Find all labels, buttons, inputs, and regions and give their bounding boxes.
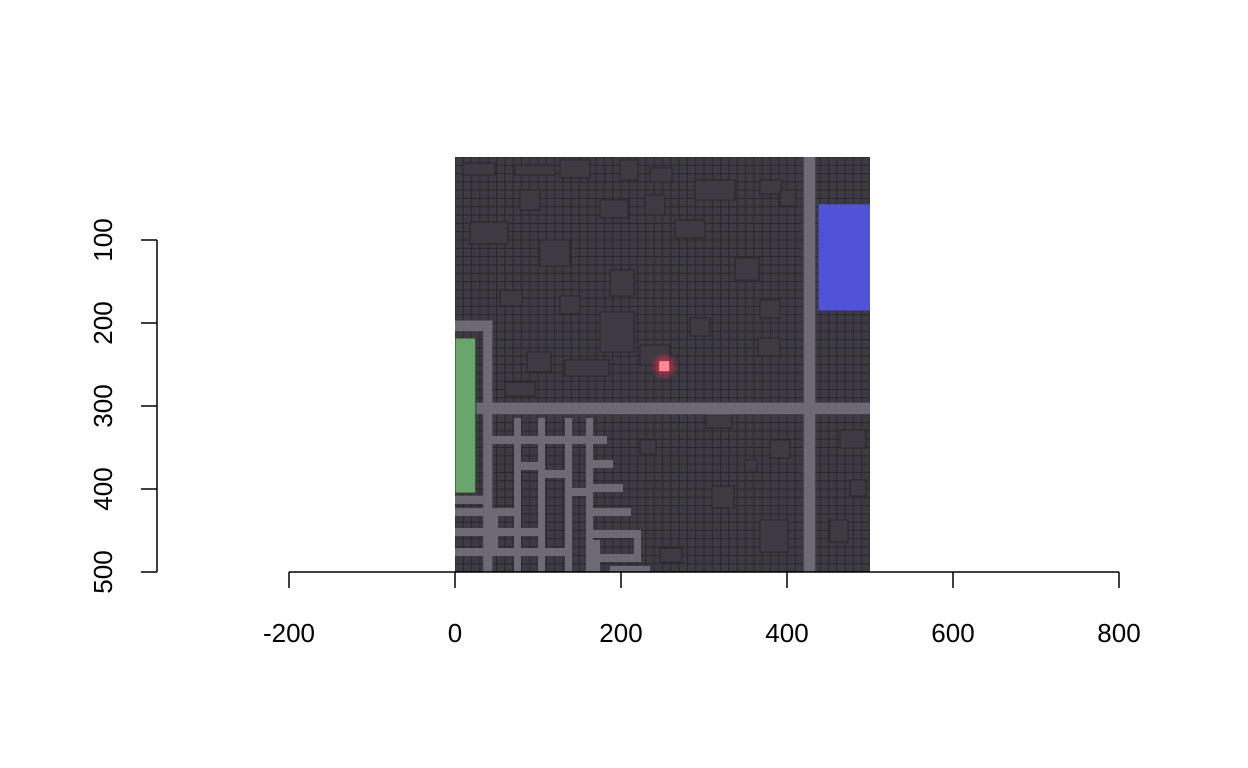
corridor bbox=[455, 548, 514, 556]
map-block bbox=[644, 194, 666, 216]
map-block bbox=[469, 221, 509, 245]
corridor bbox=[521, 528, 538, 536]
map-block bbox=[829, 519, 849, 543]
corridor bbox=[455, 508, 514, 516]
y-axis: 100 200 300 400 500 bbox=[88, 218, 158, 594]
y-tick-label: 100 bbox=[88, 218, 118, 261]
map-block bbox=[526, 351, 552, 373]
map-block bbox=[599, 199, 629, 219]
map-block bbox=[559, 159, 591, 179]
corridor bbox=[565, 418, 572, 572]
map-block bbox=[659, 547, 683, 563]
map-block bbox=[514, 164, 556, 176]
map-block bbox=[744, 459, 758, 473]
y-tick-label: 400 bbox=[88, 467, 118, 510]
map-block bbox=[539, 239, 571, 267]
corridor bbox=[593, 460, 613, 468]
corridor bbox=[521, 548, 538, 556]
map-block bbox=[839, 429, 867, 449]
map-block bbox=[609, 269, 635, 297]
map-block bbox=[769, 439, 791, 459]
map-block bbox=[462, 162, 496, 176]
corridor bbox=[572, 488, 586, 496]
map-block bbox=[639, 439, 657, 455]
road bbox=[455, 320, 493, 332]
map-block bbox=[504, 381, 536, 397]
road bbox=[803, 157, 816, 572]
corridor bbox=[491, 436, 603, 444]
x-tick-label: 200 bbox=[599, 618, 642, 648]
corridor bbox=[545, 470, 565, 478]
x-tick-label: 800 bbox=[1097, 618, 1140, 648]
corridor bbox=[491, 508, 498, 556]
corridor bbox=[593, 484, 623, 492]
corridor bbox=[593, 436, 607, 444]
map-block bbox=[759, 519, 789, 553]
map-block bbox=[619, 159, 639, 181]
map-block bbox=[559, 295, 581, 315]
road bbox=[483, 320, 493, 572]
map-block bbox=[649, 167, 673, 183]
corridor bbox=[586, 418, 593, 572]
corridor bbox=[521, 462, 538, 470]
y-tick-label: 500 bbox=[88, 550, 118, 593]
green-zone bbox=[455, 337, 477, 494]
map-block bbox=[599, 311, 635, 353]
map-block bbox=[759, 299, 781, 319]
map-block bbox=[689, 317, 711, 337]
map-block bbox=[564, 359, 610, 377]
corridor bbox=[600, 554, 641, 562]
corridor bbox=[593, 540, 600, 572]
map-block bbox=[734, 257, 760, 281]
corridor bbox=[538, 418, 545, 572]
y-tick-label: 300 bbox=[88, 384, 118, 427]
x-tick-label: 0 bbox=[448, 618, 462, 648]
corridor bbox=[593, 508, 631, 516]
corridor bbox=[545, 548, 565, 556]
blue-zone bbox=[818, 204, 870, 311]
map-block bbox=[499, 289, 523, 307]
corridor bbox=[455, 528, 514, 536]
y-tick-label: 200 bbox=[88, 301, 118, 344]
marker bbox=[659, 361, 670, 372]
corridor bbox=[514, 418, 521, 572]
road bbox=[455, 495, 484, 504]
map-block bbox=[779, 189, 797, 207]
map-block bbox=[759, 179, 783, 195]
map-area bbox=[455, 157, 870, 572]
map-block bbox=[674, 219, 706, 239]
map-block bbox=[757, 337, 781, 357]
map-block bbox=[849, 479, 867, 497]
x-tick-label: 600 bbox=[931, 618, 974, 648]
corridor bbox=[610, 566, 650, 572]
map-block bbox=[694, 179, 736, 201]
corridor bbox=[634, 530, 641, 560]
x-tick-label: 400 bbox=[765, 618, 808, 648]
map-block bbox=[519, 189, 541, 211]
x-tick-label: -200 bbox=[263, 618, 315, 648]
x-axis: -200 0 200 400 600 800 bbox=[263, 571, 1141, 648]
map-block bbox=[711, 485, 735, 509]
road bbox=[455, 402, 870, 415]
corridor bbox=[593, 530, 641, 538]
